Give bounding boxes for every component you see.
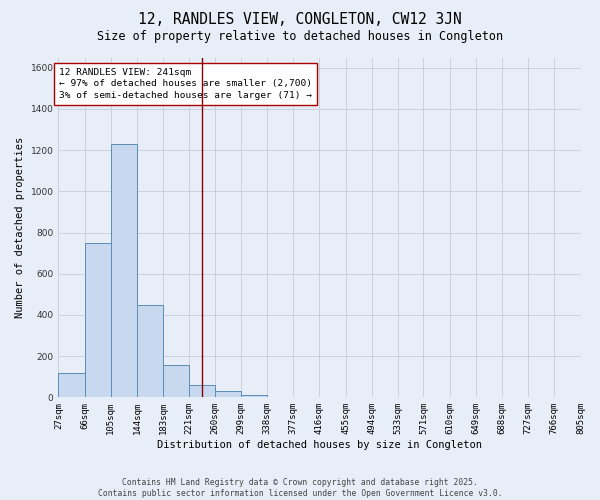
Text: Contains HM Land Registry data © Crown copyright and database right 2025.
Contai: Contains HM Land Registry data © Crown c… [98,478,502,498]
Bar [188,385,215,398]
Bar [85,243,111,398]
Bar [111,144,137,398]
X-axis label: Distribution of detached houses by size in Congleton: Distribution of detached houses by size … [157,440,482,450]
Text: Size of property relative to detached houses in Congleton: Size of property relative to detached ho… [97,30,503,43]
Bar [163,366,188,398]
Bar [137,304,163,398]
Bar [58,372,85,398]
Text: 12, RANDLES VIEW, CONGLETON, CW12 3JN: 12, RANDLES VIEW, CONGLETON, CW12 3JN [138,12,462,28]
Bar [241,396,267,398]
Text: 12 RANDLES VIEW: 241sqm
← 97% of detached houses are smaller (2,700)
3% of semi-: 12 RANDLES VIEW: 241sqm ← 97% of detache… [59,68,312,100]
Bar [215,391,241,398]
Y-axis label: Number of detached properties: Number of detached properties [15,137,25,318]
